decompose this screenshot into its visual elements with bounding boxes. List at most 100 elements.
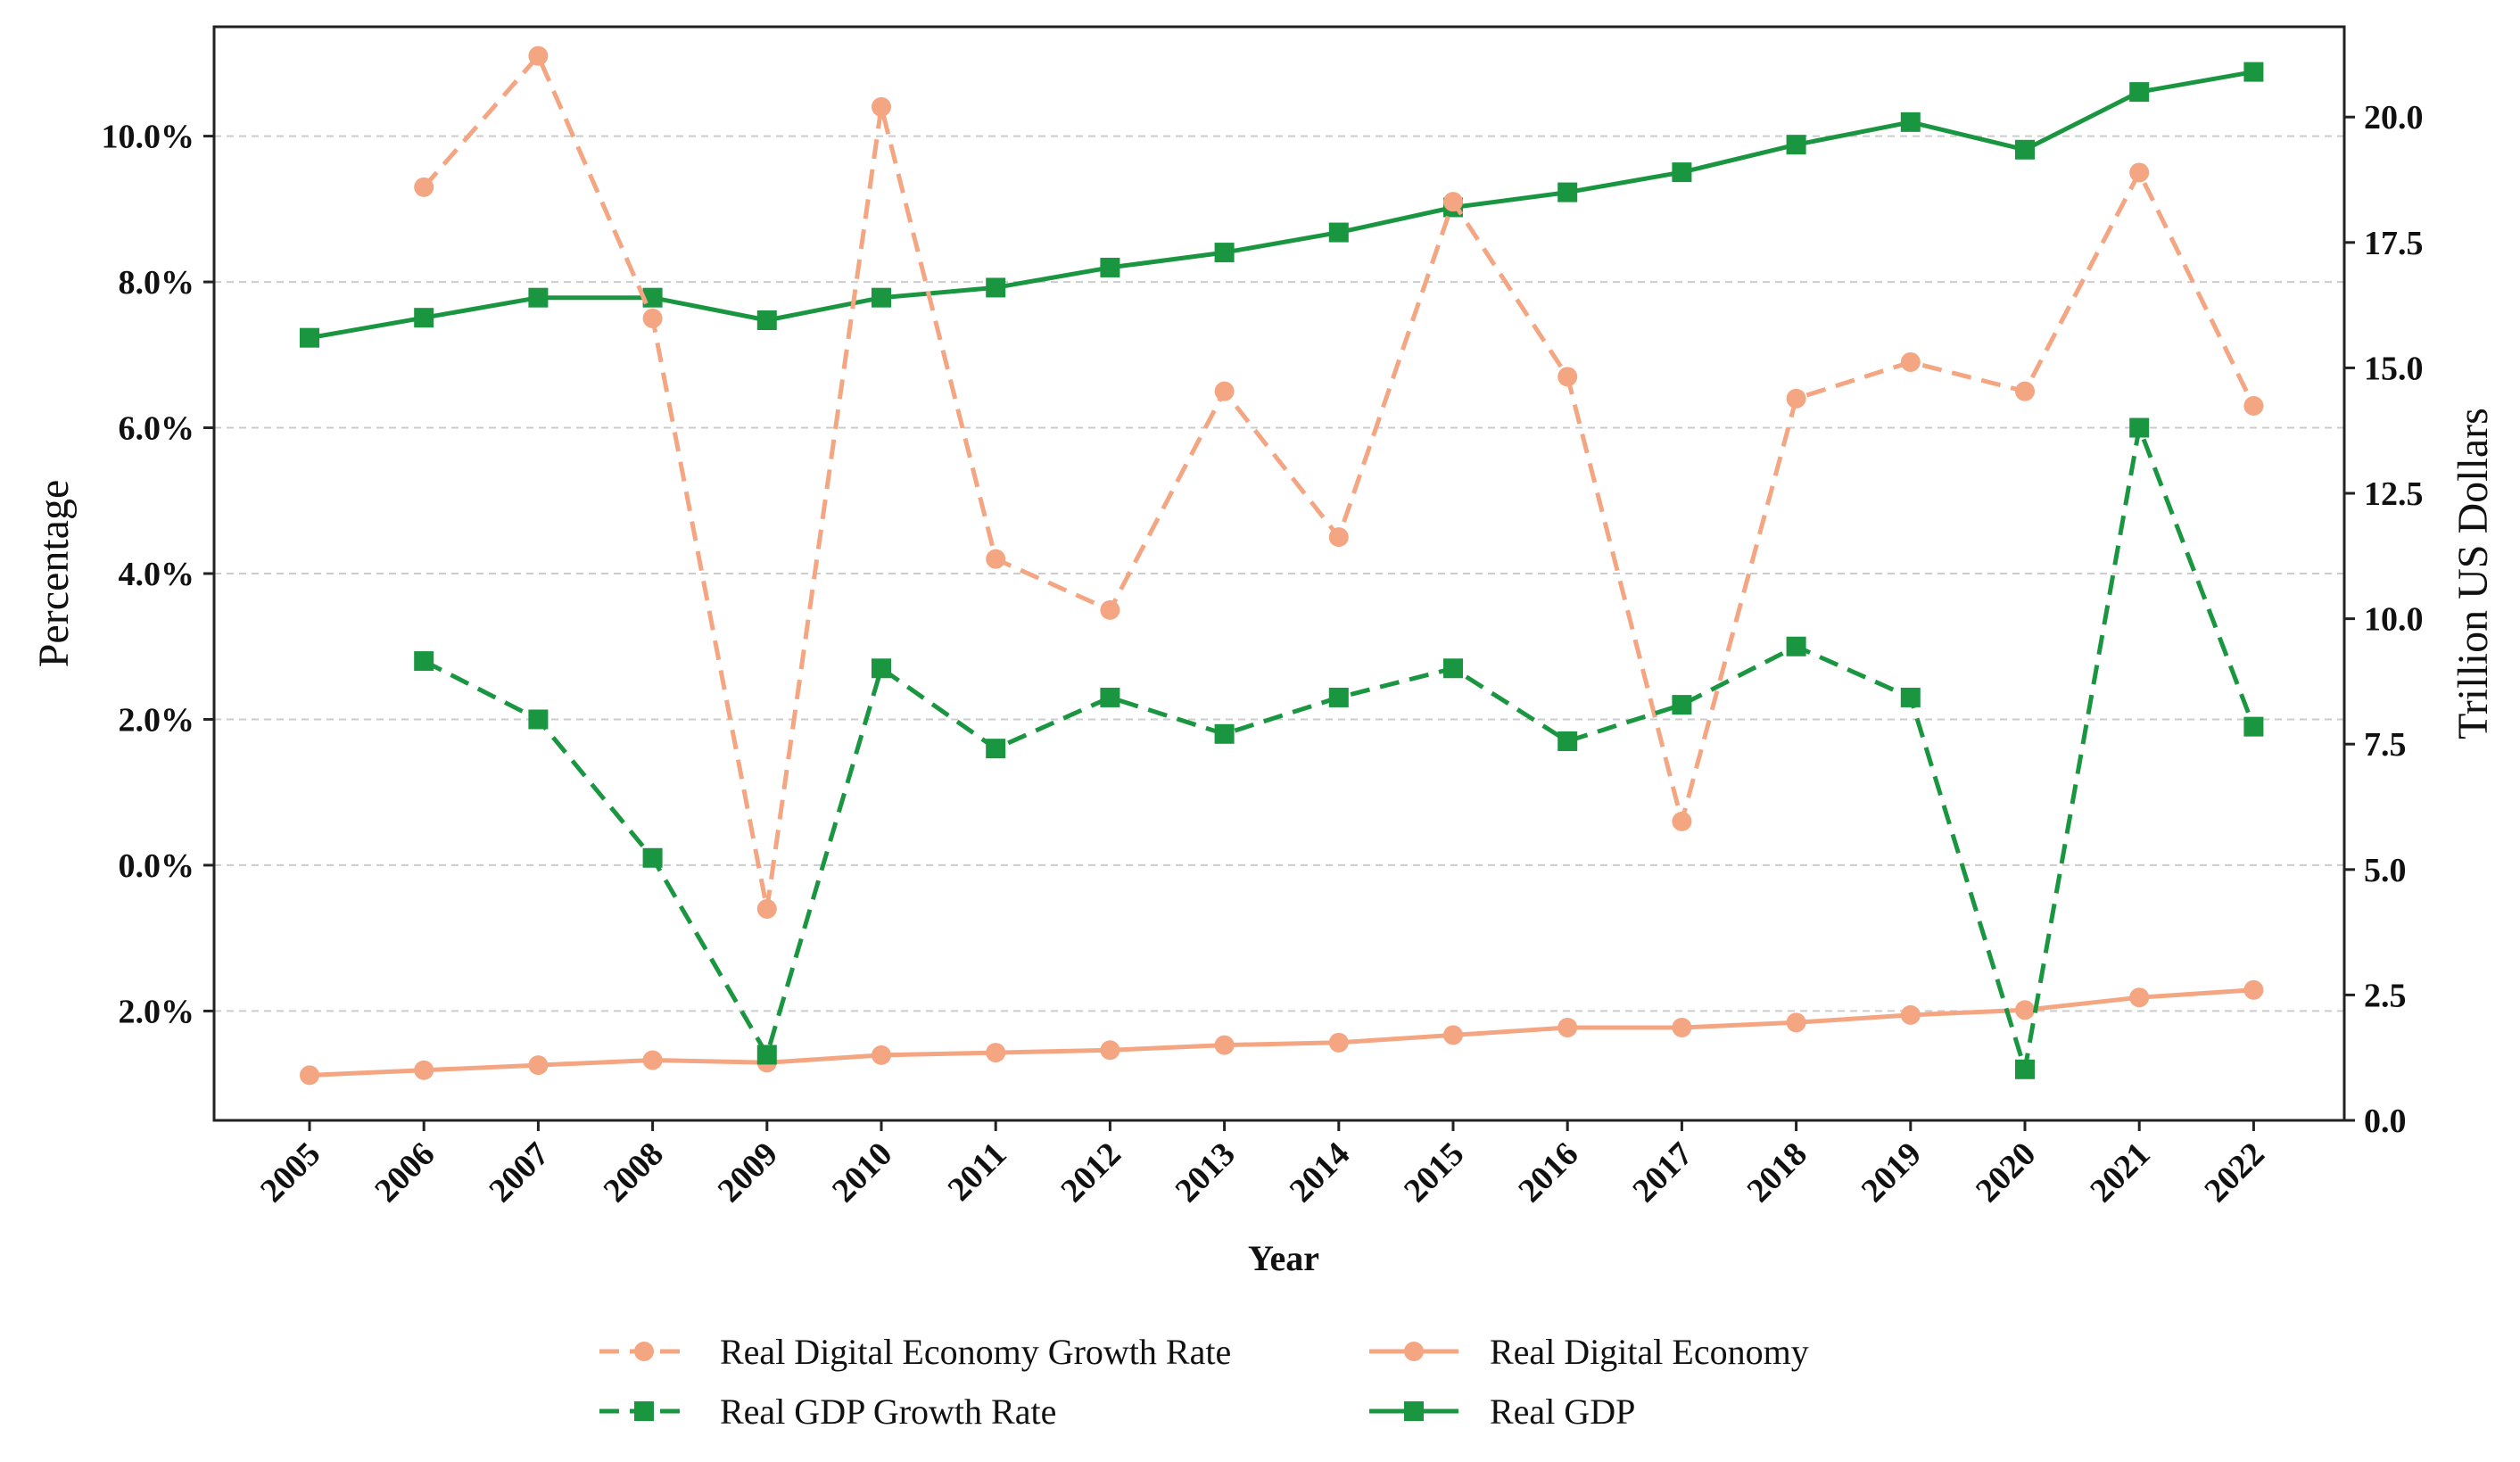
legend-label: Real Digital Economy Growth Rate [720,1332,1231,1372]
data-point [2243,396,2264,417]
series-2 [300,979,2264,1086]
data-point [756,898,777,919]
series-3 [300,62,2264,348]
data-point [2129,987,2150,1008]
x-axis-tick-label: 2022 [2197,1136,2271,1210]
data-point [2015,1000,2035,1020]
x-axis-tick-label: 2021 [2083,1136,2157,1210]
data-point [1672,162,1692,183]
legend-label: Real Digital Economy [1490,1332,1809,1372]
right-axis-tick-label: 10.0 [2364,601,2424,639]
data-point [1557,1017,1578,1037]
data-point [300,327,319,348]
data-point [2243,62,2264,82]
x-axis-tick-label: 2007 [482,1136,556,1210]
data-point [642,1050,663,1070]
data-point [2015,1059,2035,1079]
x-axis-tick-label: 2012 [1053,1136,1128,1210]
data-point [1672,695,1692,715]
left-axis-tick-label: 0.0% [119,847,195,885]
data-point [986,277,1006,298]
x-axis-tick-label: 2016 [1511,1136,1585,1210]
left-axis-tick-label: 6.0% [119,410,195,448]
left-axis-tick-label: 10.0% [102,119,195,156]
legend-marker [1404,1401,1424,1421]
x-axis-tick-label: 2019 [1855,1136,1929,1210]
data-point [872,96,891,117]
data-point [986,1043,1006,1063]
legend-marker [1404,1342,1424,1361]
data-point [2129,82,2150,103]
data-point [528,45,549,66]
right-axis-tick-label: 12.5 [2364,475,2424,513]
x-axis-tick-label: 2020 [1969,1136,2043,1210]
data-point [414,308,434,328]
data-point [1100,1040,1120,1061]
legend-label: Real GDP [1490,1392,1635,1432]
x-axis-tick-label: 2014 [1283,1136,1357,1210]
series-layer [300,45,2264,1086]
data-point [1443,658,1463,679]
right-axis-title: Trillion US Dollars [2450,408,2497,739]
x-axis-tick-label: 2008 [597,1136,671,1210]
data-point [1214,243,1235,263]
x-axis-tick-label: 2017 [1625,1136,1699,1210]
data-point [1100,599,1120,620]
left-axis-tick-label: 8.0% [119,264,195,301]
data-point [642,847,663,868]
data-point [642,308,663,328]
data-point [1443,1025,1463,1045]
data-point [2243,979,2264,1000]
data-point [1557,367,1578,387]
data-point [1672,811,1692,831]
data-point [1328,222,1349,243]
data-point [986,739,1006,759]
data-point [756,1045,777,1065]
x-axis-tick-label: 2006 [368,1136,442,1210]
data-point [986,549,1006,569]
x-axis-tick-label: 2011 [941,1136,1014,1209]
data-point [1900,351,1921,372]
data-point [872,287,891,308]
grid-lines [214,135,2344,1012]
data-point [1100,257,1120,277]
data-point [2129,417,2150,438]
data-point [1214,381,1235,401]
series-line [309,70,2254,341]
data-point [756,310,777,330]
x-axis-tick-label: 2009 [711,1136,785,1210]
series-1 [414,417,2264,1079]
data-point [1900,1004,1921,1025]
legend-entry: Real GDP Growth Rate [599,1392,1056,1432]
series-line [309,987,2254,1078]
data-point [872,658,891,679]
data-point [1443,192,1463,212]
legend-marker [634,1401,654,1421]
series-line [423,425,2256,1072]
data-point [1100,687,1120,707]
data-point [2129,162,2150,183]
legend-entry: Real Digital Economy Growth Rate [599,1332,1231,1372]
right-axis-tick-label: 5.0 [2364,852,2407,889]
data-point [1786,636,1806,657]
data-point [1786,388,1806,409]
x-axis-tick-label: 2010 [825,1136,899,1210]
data-point [414,1060,434,1080]
x-axis-title: Year [1248,1238,1319,1278]
data-point [2243,716,2264,737]
series-line [422,54,2256,912]
data-point [2015,139,2035,160]
left-axis-tick-label: 4.0% [119,556,195,593]
data-point [414,177,434,197]
legend-entry: Real GDP [1369,1392,1635,1432]
data-point [1900,687,1921,707]
data-point [1672,1017,1692,1037]
data-point [1557,731,1578,751]
data-point [1557,182,1578,202]
legend-label: Real GDP Growth Rate [720,1392,1056,1432]
right-axis-tick-label: 2.5 [2364,977,2407,1014]
right-axis-tick-label: 17.5 [2364,225,2424,262]
right-axis-tick-label: 7.5 [2364,726,2407,764]
